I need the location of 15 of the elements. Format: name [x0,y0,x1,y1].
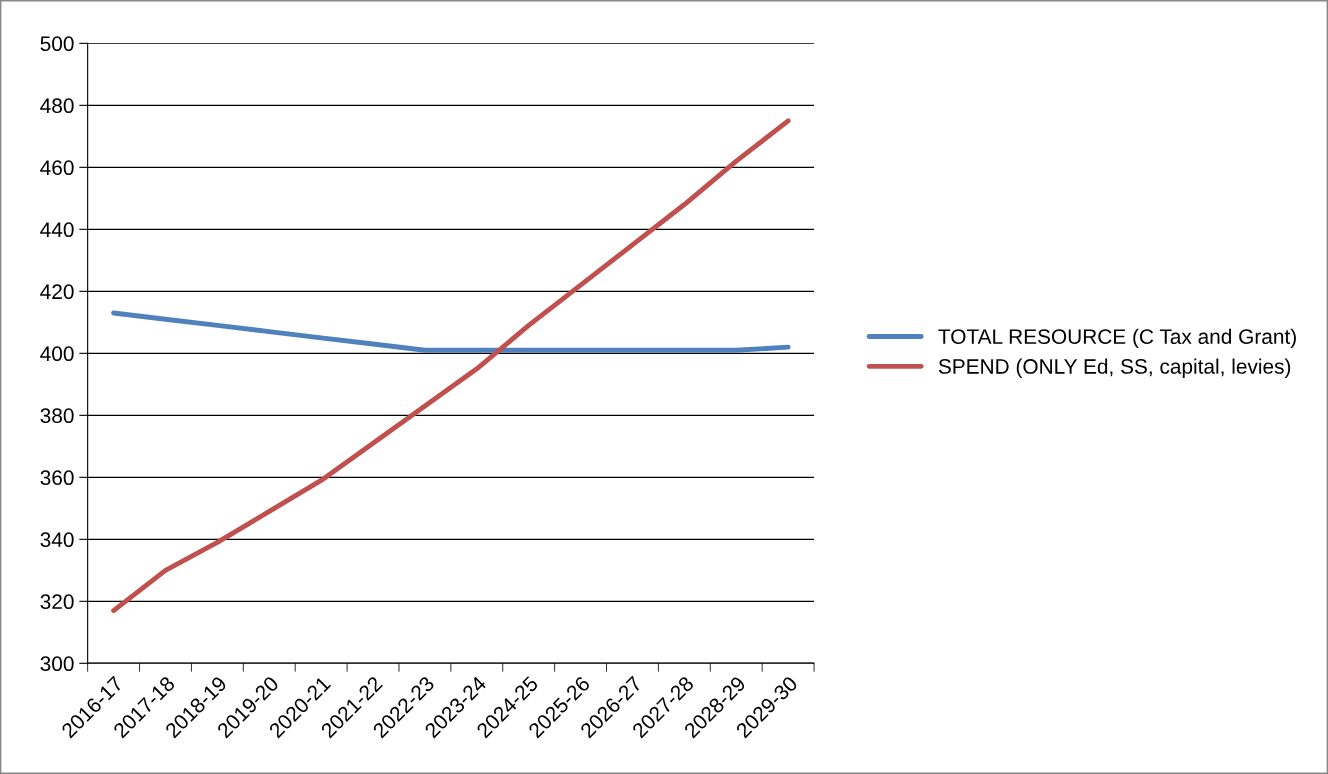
y-tick-label: 380 [40,408,74,424]
y-tick-label: 480 [40,98,74,114]
line-series [111,310,791,353]
y-tick-label: 320 [40,594,74,610]
y-tick-label: 300 [40,656,74,672]
y-tick-label: 440 [40,222,74,238]
line-series [111,118,791,614]
y-tick-label: 500 [40,36,74,52]
y-tick-label: 340 [40,532,74,548]
y-tick-label: 360 [40,470,74,486]
y-tick-label: 460 [40,160,74,176]
legend-label: SPEND (ONLY Ed, SS, capital, levies) [938,358,1291,378]
y-tick-label: 400 [40,346,74,362]
y-tick-label: 420 [40,284,74,300]
legend-label: TOTAL RESOURCE (C Tax and Grant) [938,328,1296,349]
